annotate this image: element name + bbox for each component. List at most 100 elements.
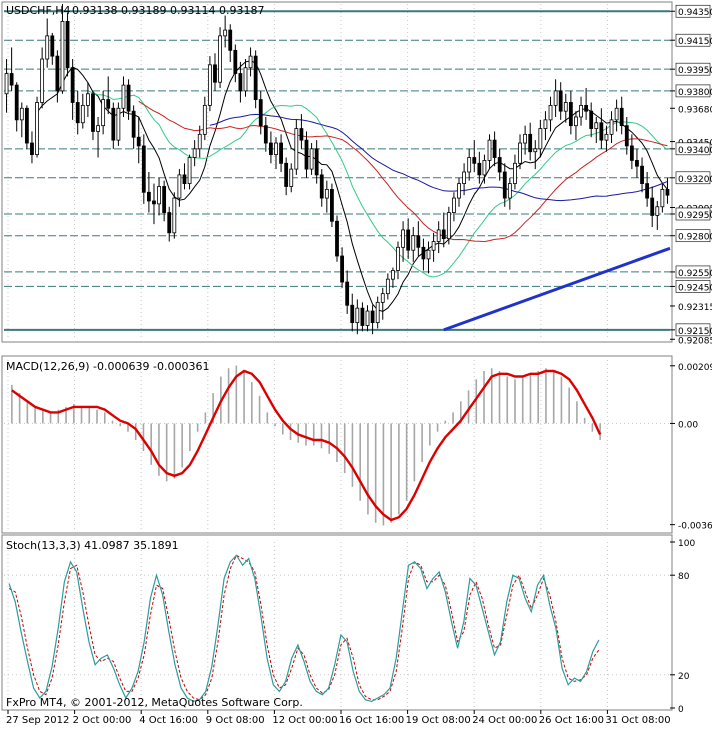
price-tick-label: 0.93400 <box>678 146 712 156</box>
candle <box>9 47 14 91</box>
price-label-box <box>675 265 711 279</box>
candle <box>441 212 446 248</box>
moving-average-line <box>138 100 668 243</box>
bear-candle-body <box>258 99 263 127</box>
candle <box>518 134 522 170</box>
price-label-box <box>675 33 711 47</box>
candle <box>629 134 634 170</box>
bull-candle-body <box>574 116 578 127</box>
copyright-text: FxPro MT4, © 2001-2012, MetaQuotes Softw… <box>6 696 303 709</box>
candle <box>543 111 548 141</box>
moving-averages <box>36 60 668 312</box>
price-tick-label: 0.92315 <box>678 303 712 313</box>
time-tick-label: 27 Sep 2012 <box>6 715 69 726</box>
time-tick-label: 9 Oct 08:00 <box>206 715 265 726</box>
candle <box>502 163 507 207</box>
bear-candle-body <box>14 84 19 121</box>
candle <box>253 50 258 109</box>
candle <box>294 119 299 175</box>
bull-candle-body <box>396 246 400 271</box>
price-axis: 0.94350 0.94150 0.93950 0.93800 0.93680 0.934… <box>670 4 712 346</box>
macd-signal-line <box>11 369 602 522</box>
time-tick-label: 26 Oct 16:00 <box>539 715 604 726</box>
candle <box>513 154 517 190</box>
bull-candle-body <box>96 125 100 132</box>
stochastic-tick-label: 0 <box>678 705 684 715</box>
candle <box>55 50 60 103</box>
bear-candle-body <box>558 90 563 112</box>
bear-candle-body <box>162 186 167 213</box>
candle <box>350 293 355 332</box>
candle <box>65 12 70 77</box>
candle <box>553 79 558 117</box>
price-label-box <box>675 62 711 76</box>
bear-candle-body <box>141 145 146 193</box>
stochastic-lines <box>8 554 600 703</box>
stochastic-pane[interactable]: Stoch(13,3,3) 41.0987 35.1891 FxPro MT4,… <box>1 534 673 711</box>
bull-candle-body <box>324 188 329 199</box>
candle <box>599 108 604 149</box>
bear-candle-body <box>319 174 324 199</box>
candle <box>462 163 466 196</box>
bull-candle-body <box>385 278 390 295</box>
bull-candle-body <box>157 186 161 205</box>
bull-candle-body <box>289 168 294 187</box>
bear-candle-body <box>131 110 136 138</box>
bear-candle-body <box>416 235 421 248</box>
stochastic-signal-line <box>8 554 600 701</box>
candle <box>533 140 538 170</box>
price-tick-label: 0.93680 <box>678 105 712 115</box>
bear-candle-body <box>370 310 375 324</box>
macd-tick-label: -0.00367 <box>678 522 712 532</box>
candle <box>269 131 273 164</box>
candle <box>619 96 624 135</box>
candle <box>507 177 512 210</box>
candle <box>218 27 222 88</box>
bull-candle-body <box>101 99 106 127</box>
macd-title: MACD(12,26,9) -0.000639 -0.000361 <box>6 360 209 373</box>
candle <box>202 96 207 141</box>
candle <box>233 44 238 83</box>
time-tick-label: 12 Oct 00:00 <box>272 715 337 726</box>
candle <box>523 125 528 155</box>
bear-candle-body <box>624 125 629 147</box>
time-tick-label: 16 Oct 16:00 <box>339 715 404 726</box>
stochastic-tick-label: 20 <box>678 672 690 682</box>
bear-candle-body <box>472 157 477 164</box>
trendline[interactable] <box>443 246 671 332</box>
bear-candle-body <box>345 281 350 306</box>
bull-candle-body <box>543 119 548 129</box>
candle <box>370 305 375 335</box>
macd-tick-label: 0.00 <box>678 420 698 430</box>
candle <box>609 111 614 144</box>
bull-candle-body <box>202 104 207 135</box>
stochastic-axis: 100 80 20 0 <box>670 539 695 715</box>
price-label-box <box>675 142 711 156</box>
bull-candle-body <box>436 229 441 242</box>
bear-candle-body <box>650 197 655 216</box>
bull-candle-body <box>80 104 85 124</box>
candle <box>4 59 9 113</box>
bear-candle-body <box>269 142 273 156</box>
price-pane[interactable]: USDCHF,H4 0.93138 0.93189 0.93114 0.9318… <box>1 1 673 343</box>
candle <box>548 96 553 132</box>
bear-candle-body <box>253 55 258 100</box>
candle <box>401 221 405 262</box>
bear-candle-body <box>635 160 639 167</box>
candle <box>223 15 228 48</box>
candle <box>375 296 380 329</box>
candle <box>660 183 665 213</box>
bull-candle-body <box>467 157 472 173</box>
bear-candle-body <box>568 102 573 127</box>
macd-pane[interactable]: MACD(12,26,9) -0.000639 -0.000361 <box>1 355 673 534</box>
candle <box>157 177 161 216</box>
candle <box>568 90 573 135</box>
bull-candle-body <box>579 104 583 118</box>
candle <box>528 122 533 161</box>
bull-candle-body <box>614 107 619 121</box>
bull-candle-body <box>391 270 395 280</box>
candle <box>335 215 339 262</box>
trendline-line <box>443 246 671 332</box>
bull-candle-body <box>177 174 182 199</box>
candle <box>497 148 502 181</box>
